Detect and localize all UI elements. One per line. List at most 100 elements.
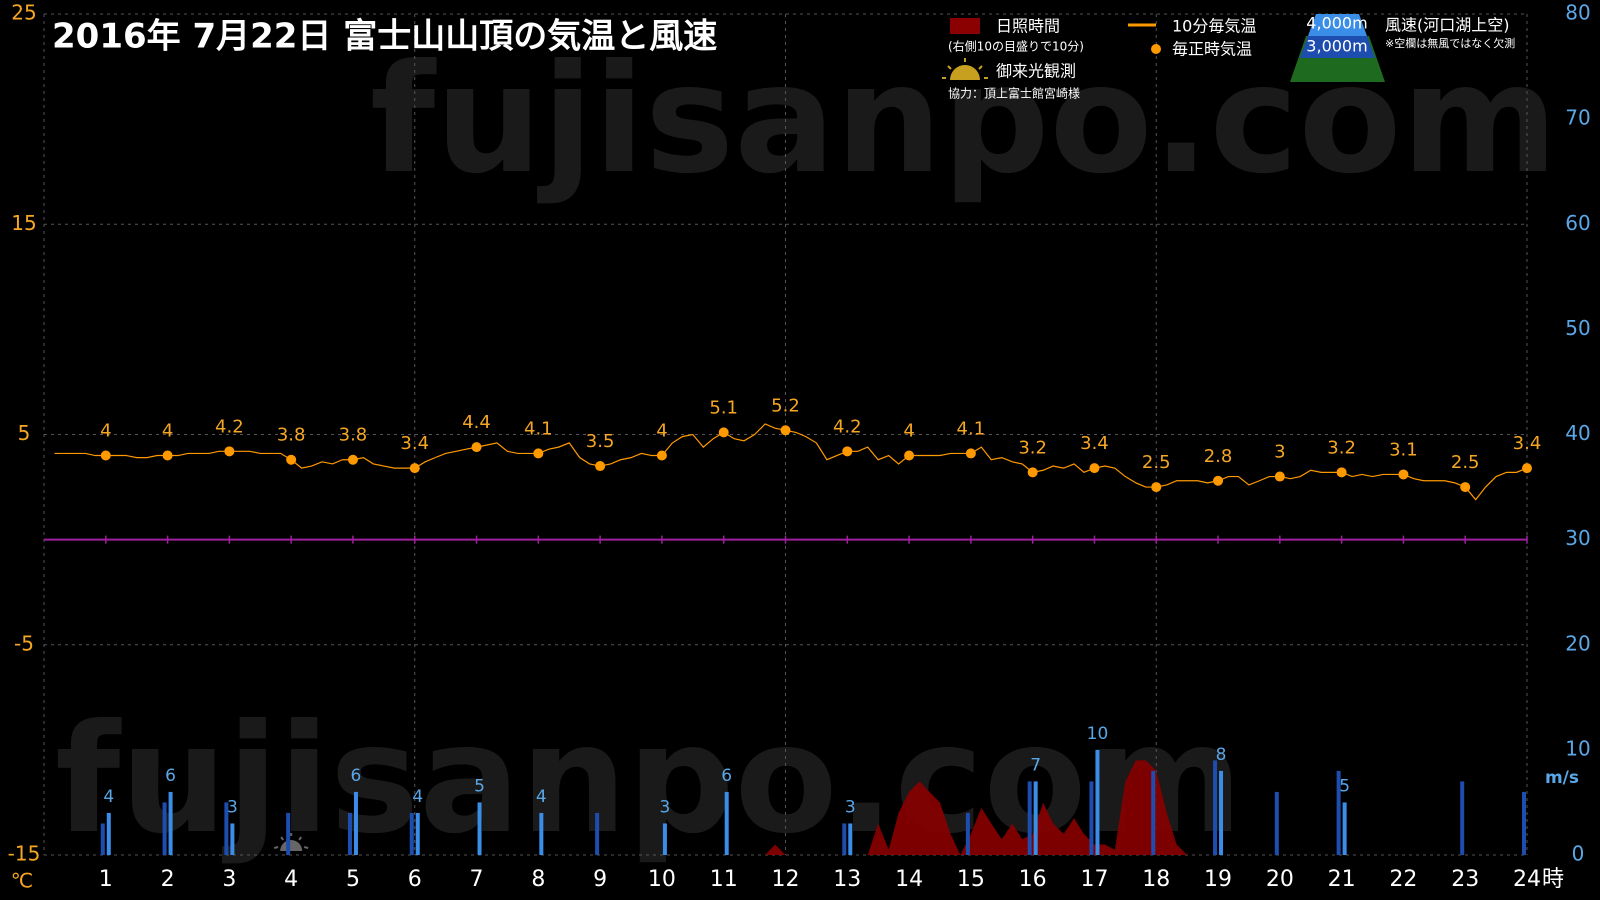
wind-bar <box>1522 791 1526 855</box>
data-label: 5.2 <box>771 395 800 416</box>
temperature-point <box>1151 482 1162 493</box>
data-label: 3.2 <box>1018 437 1047 458</box>
x-tick-label: 2 <box>161 867 175 892</box>
legend-swatch <box>950 18 980 34</box>
watermark: fujisanpo.com <box>370 33 1558 207</box>
data-label: 3.8 <box>339 425 368 446</box>
x-tick-label: 22 <box>1389 867 1417 892</box>
sunrise-ray <box>303 846 309 849</box>
temperature-point <box>347 454 358 465</box>
x-tick-label: 5 <box>346 867 360 892</box>
sunrise-ray <box>280 836 284 841</box>
legend-title: 風速(河口湖上空) <box>1385 16 1510 35</box>
y2-tick-label: 20 <box>1565 631 1590 655</box>
data-label: 4 <box>412 787 423 807</box>
temperature-point <box>1213 475 1224 486</box>
wind-bar <box>415 812 420 855</box>
data-label: 4 <box>903 421 914 442</box>
data-label: 3 <box>227 797 238 817</box>
data-label: 4.1 <box>524 418 553 439</box>
data-label: 6 <box>351 766 362 786</box>
temperature-point <box>1027 467 1038 478</box>
data-label: 3.5 <box>586 431 615 452</box>
wind-bar <box>168 791 173 855</box>
wind-bar <box>1219 770 1224 855</box>
data-label: 4 <box>162 421 173 442</box>
x-tick-label: 11 <box>710 867 738 892</box>
x-tick-label: 4 <box>284 867 298 892</box>
wind-bar <box>965 812 970 855</box>
data-label: 3.8 <box>277 425 306 446</box>
sunrise-legend-icon <box>942 58 988 80</box>
legend: 日照時間 (右側10の目盛りで10分) 御来光観測 協力：頂上富士館宮崎様 10… <box>942 14 1515 101</box>
legend-note: ※空欄は無風ではなく欠測 <box>1385 36 1515 50</box>
wind-bar <box>347 812 352 855</box>
data-label: 8 <box>1216 745 1227 765</box>
x-tick-label: 9 <box>593 867 607 892</box>
temperature-point <box>780 425 791 436</box>
temperature-point <box>1274 471 1285 482</box>
wind-bar <box>1342 802 1347 855</box>
legend-note: (右側10の目盛りで10分) <box>948 39 1084 54</box>
data-label: 4.2 <box>215 416 244 437</box>
x-tick-label: 8 <box>531 867 545 892</box>
wind-bar <box>1213 760 1218 855</box>
temperature-point <box>1398 469 1409 480</box>
wind-bar <box>848 823 853 855</box>
wind-bar <box>224 802 229 855</box>
x-tick-label: 16 <box>1019 867 1047 892</box>
data-label: 4 <box>536 787 547 807</box>
x-tick-label: 24 <box>1513 867 1541 892</box>
temperature-point <box>904 450 915 461</box>
data-label: 4.1 <box>957 418 986 439</box>
data-label: 3 <box>660 797 671 817</box>
temperature-point <box>1336 467 1347 478</box>
wind-bar <box>662 823 667 855</box>
data-label: 4.2 <box>833 416 862 437</box>
wind-bar <box>353 791 358 855</box>
data-label: 5 <box>1339 776 1350 796</box>
y-tick-label: 5 <box>18 421 31 445</box>
x-tick-label: 14 <box>895 867 923 892</box>
y-tick-label: 25 <box>11 1 36 25</box>
wind-bar <box>286 812 291 855</box>
temperature-point <box>842 446 853 457</box>
legend-label: 毎正時気温 <box>1172 40 1252 59</box>
temperature-point <box>718 427 729 438</box>
sunrise-icon <box>280 840 303 851</box>
temperature-point <box>965 448 976 459</box>
temperature-point <box>1460 482 1471 493</box>
y2-axis-label: m/s <box>1545 768 1579 788</box>
x-tick-label: 13 <box>833 867 861 892</box>
y2-tick-label: 50 <box>1565 316 1590 340</box>
legend-label: 4,000m <box>1306 14 1367 33</box>
wind-bar <box>162 802 167 855</box>
credit: 協力：頂上富士館宮崎様 <box>948 86 1080 101</box>
legend-swatch <box>1151 44 1161 54</box>
temperature-point <box>286 454 297 465</box>
temperature-point <box>533 448 544 459</box>
wind-bar <box>1274 791 1279 855</box>
chart-title: 2016年 7月22日 富士山山頂の気温と風速 <box>52 17 717 57</box>
temperature-point <box>595 461 606 472</box>
data-label: 7 <box>1030 755 1041 775</box>
sunrise-ray <box>273 846 279 849</box>
temperature-point <box>409 463 420 474</box>
data-label: 3 <box>845 797 856 817</box>
x-tick-label: 15 <box>957 867 985 892</box>
wind-bar <box>1151 770 1156 855</box>
x-tick-label: 18 <box>1142 867 1170 892</box>
temperature-point <box>656 450 667 461</box>
wind-bar <box>539 812 544 855</box>
x-tick-label: 3 <box>222 867 236 892</box>
data-label: 5.1 <box>709 397 738 418</box>
wind-bar <box>1033 781 1038 855</box>
data-label: 2.8 <box>1204 446 1233 467</box>
data-label: 3.4 <box>1513 433 1542 454</box>
data-label: 3 <box>1274 442 1285 463</box>
temperature-point <box>162 450 173 461</box>
y-tick-label: -5 <box>14 631 34 655</box>
data-label: 2.5 <box>1451 452 1480 473</box>
